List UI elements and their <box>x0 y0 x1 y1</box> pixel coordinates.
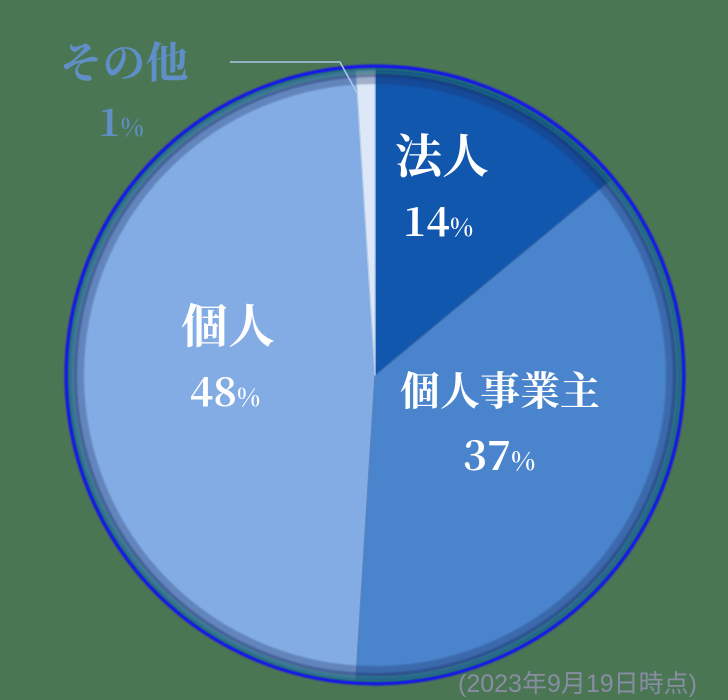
svg-text:その他: その他 <box>60 30 189 91</box>
svg-text:法人: 法人 <box>395 120 489 187</box>
svg-text:個人事業主: 個人事業主 <box>400 360 600 417</box>
svg-text:個人: 個人 <box>181 290 275 357</box>
svg-text:(2023年9月19日時点): (2023年9月19日時点) <box>458 670 697 698</box>
svg-text:1%: 1% <box>98 92 144 147</box>
